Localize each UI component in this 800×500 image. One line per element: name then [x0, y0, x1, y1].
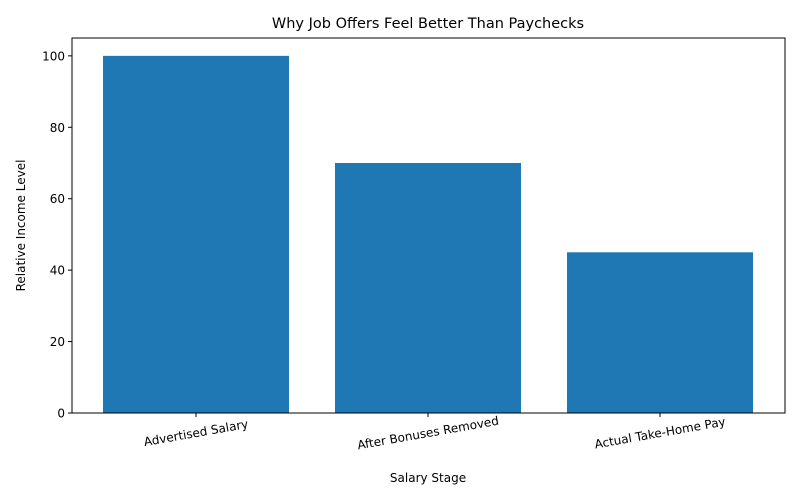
x-tick-label: Actual Take-Home Pay: [593, 415, 726, 452]
y-tick-label: 100: [42, 49, 65, 63]
y-tick-label: 60: [50, 192, 65, 206]
y-tick-label: 40: [50, 264, 65, 278]
x-axis-label: Salary Stage: [390, 471, 466, 485]
y-tick-label: 80: [50, 121, 65, 135]
bar: [335, 163, 521, 413]
bars-group: [103, 55, 753, 413]
x-axis: Advertised Salary After Bonuses Removed Ac…: [143, 413, 727, 452]
bar: [567, 252, 753, 413]
y-tick-label: 20: [50, 335, 65, 349]
y-axis: 0 20 40 60 80 100: [42, 49, 72, 421]
y-axis-label: Relative Income Level: [14, 160, 28, 292]
x-tick-label: After Bonuses Removed: [356, 414, 500, 453]
x-tick-label: Advertised Salary: [143, 417, 250, 449]
chart-title: Why Job Offers Feel Better Than Paycheck…: [272, 16, 584, 32]
y-tick-label: 0: [57, 407, 65, 421]
bar: [103, 55, 289, 413]
